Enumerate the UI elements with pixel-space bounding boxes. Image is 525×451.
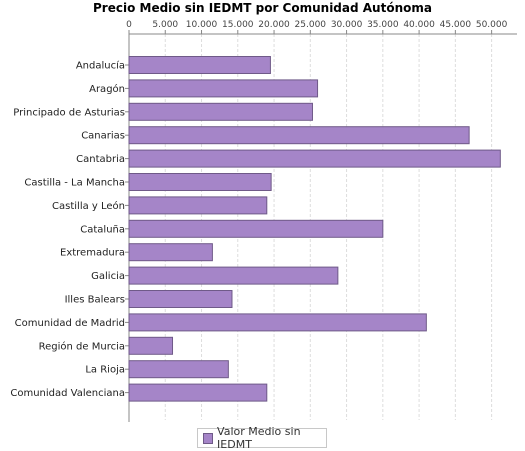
legend-label: Valor Medio sin IEDMT	[217, 425, 301, 451]
bar	[128, 79, 319, 98]
x-tick-label: 50.000	[476, 20, 508, 30]
category-label: Castilla y León	[52, 200, 125, 212]
category-label: Región de Murcia	[39, 340, 125, 352]
x-tick-label: 15.000	[222, 20, 254, 30]
category-label: Illes Balears	[65, 295, 125, 306]
x-tick-label: 40.000	[403, 20, 435, 30]
category-label: Castilla - La Mancha	[24, 178, 125, 189]
category-label: Comunidad de Madrid	[15, 318, 125, 329]
category-label: Principado de Asturias	[13, 107, 125, 118]
bar	[128, 126, 470, 145]
category-label: Canarias	[81, 131, 125, 142]
x-tick-label: 10.000	[186, 20, 218, 30]
bar	[128, 290, 233, 308]
x-tick-label: 20.000	[258, 20, 290, 30]
x-tick-label: 30.000	[331, 20, 363, 30]
x-tick-label: 35.000	[367, 20, 399, 30]
bar	[128, 266, 339, 285]
bar	[128, 383, 268, 402]
category-label: Aragón	[89, 83, 125, 95]
category-label: Cataluña	[80, 224, 125, 235]
bar	[128, 360, 229, 379]
bar	[128, 196, 268, 215]
category-label: La Rioja	[85, 365, 125, 376]
x-tick-label: 0	[126, 20, 132, 30]
bar	[128, 336, 174, 355]
bar	[128, 313, 427, 332]
chart-title: Precio Medio sin IEDMT por Comunidad Aut…	[93, 1, 432, 15]
bar	[128, 243, 213, 262]
category-label: Galicia	[91, 271, 125, 282]
bar	[128, 56, 271, 74]
bar	[128, 149, 501, 168]
legend-swatch	[203, 432, 214, 444]
category-label: Comunidad Valenciana	[10, 388, 125, 399]
x-tick-label: 25.000	[295, 20, 327, 30]
chart-legend: Valor Medio sin IEDMT	[197, 425, 327, 451]
category-label: Cantabria	[76, 154, 125, 165]
category-label: Extremadura	[60, 248, 125, 259]
x-tick-label: 5.000	[152, 20, 178, 30]
bar	[128, 102, 313, 121]
x-tick-label: 45.000	[440, 20, 472, 30]
bar	[128, 173, 272, 191]
category-label: Andalucía	[76, 60, 125, 72]
bar	[128, 219, 384, 238]
